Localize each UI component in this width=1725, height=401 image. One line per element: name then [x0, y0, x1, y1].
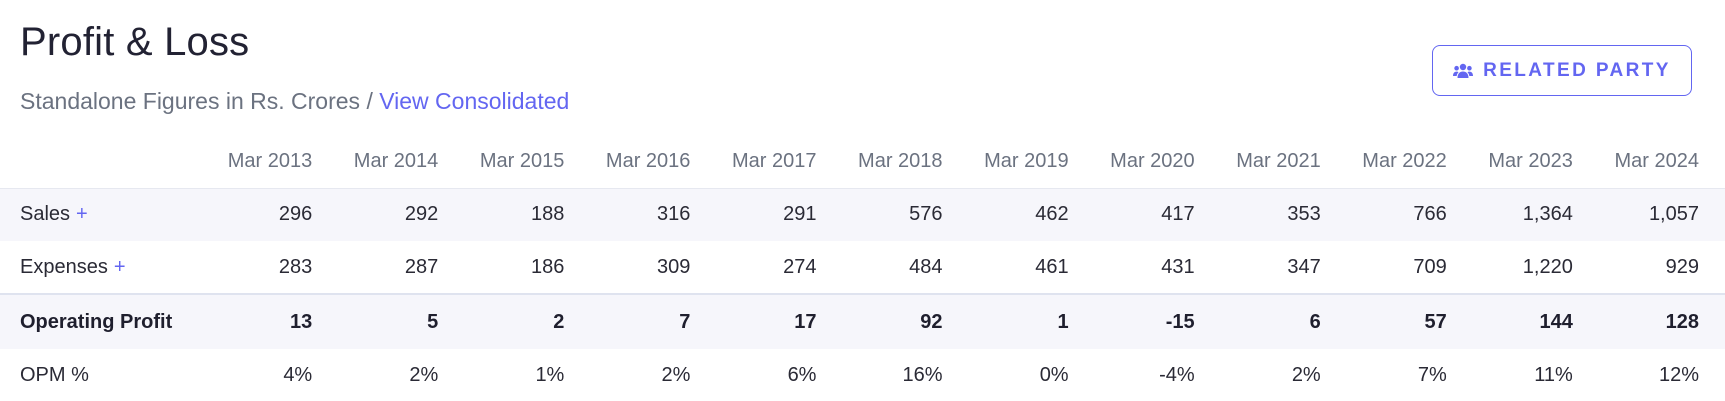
column-header: Mar 2014	[353, 150, 439, 173]
table-cell: 1,220	[1522, 255, 1573, 278]
table-cell: 1	[968, 293, 1095, 349]
table-cell: 128	[1598, 293, 1725, 349]
table-cell: 7%	[1417, 364, 1447, 386]
table-cell: 461	[1035, 255, 1069, 278]
related-party-label: RELATED PARTY	[1483, 59, 1671, 81]
table-cell: 929	[1665, 255, 1699, 278]
column-header: Mar 2023	[1488, 150, 1573, 173]
row-label: Sales	[20, 203, 71, 226]
column-header: Mar 2018	[858, 150, 943, 173]
row-label-cell: Expenses +	[0, 241, 212, 294]
table-cell: 12%	[1658, 364, 1699, 386]
table-cell: 188	[464, 187, 591, 241]
users-icon	[1453, 63, 1474, 78]
table-cell: 709	[1413, 255, 1447, 278]
column-header: Mar 2019	[984, 150, 1069, 173]
column-header: Mar 2016	[605, 150, 691, 173]
table-cell: 4%	[283, 364, 313, 386]
related-party-button[interactable]: RELATED PARTY	[1432, 45, 1692, 96]
table-cell: 316	[590, 187, 717, 241]
header-blank-cell	[0, 136, 212, 188]
subtitle: Standalone Figures in Rs. Crores / View …	[20, 88, 569, 115]
table-row-expenses: Expenses + 283 287 186 309 274 484 461 43…	[0, 241, 1725, 294]
table-cell: 5	[338, 293, 465, 349]
column-header: Mar 2022	[1362, 150, 1447, 173]
table-cell: 2%	[409, 364, 439, 386]
table-cell: 2	[464, 293, 591, 349]
table-cell: 1,057	[1598, 187, 1725, 241]
table-cell: 576	[842, 187, 969, 241]
table-cell: -15	[1094, 293, 1221, 349]
column-header: Mar 2021	[1236, 150, 1321, 173]
table-cell: 6	[1220, 293, 1347, 349]
view-consolidated-link[interactable]: View Consolidated	[379, 88, 570, 114]
table-cell: 484	[909, 255, 943, 278]
column-header: Mar 2024	[1614, 150, 1700, 173]
table-cell: 462	[968, 187, 1095, 241]
row-label-cell: Operating Profit	[0, 293, 213, 349]
table-cell: 292	[338, 187, 465, 241]
table-cell: 417	[1094, 187, 1221, 241]
row-label-cell: OPM %	[0, 349, 212, 401]
table-cell: 296	[212, 187, 339, 241]
table-cell: 11%	[1534, 364, 1573, 386]
table-cell: 766	[1346, 187, 1473, 241]
table-cell: -4%	[1159, 364, 1195, 386]
table-cell: 186	[530, 255, 565, 278]
table-row-opm: OPM % 4% 2% 1% 2% 6% 16% 0% -4% 2% 7% 11…	[0, 349, 1725, 401]
row-label: Operating Profit	[20, 310, 173, 333]
row-label-cell: Sales +	[0, 187, 213, 241]
table-cell: 6%	[787, 364, 817, 386]
table-header-row: Mar 2013 Mar 2014 Mar 2015 Mar 2016 Mar …	[0, 136, 1725, 188]
table-cell: 347	[1287, 255, 1321, 278]
subtitle-separator: /	[366, 88, 373, 114]
table-cell: 92	[842, 293, 969, 349]
row-label: OPM %	[20, 364, 89, 386]
column-header: Mar 2013	[227, 150, 313, 173]
table-cell: 13	[212, 293, 339, 349]
table-cell: 353	[1220, 187, 1347, 241]
table-cell: 2%	[1291, 364, 1321, 386]
table-cell: 291	[716, 187, 843, 241]
table-cell: 283	[278, 255, 313, 278]
expand-sales-button[interactable]: +	[76, 203, 88, 226]
table-cell: 16%	[902, 364, 943, 386]
table-cell: 287	[404, 255, 439, 278]
page-title: Profit & Loss	[20, 20, 250, 64]
row-label: Expenses	[20, 255, 108, 278]
table-cell: 7	[590, 293, 717, 349]
table-cell: 17	[716, 293, 843, 349]
table-cell: 1%	[535, 364, 565, 386]
column-header: Mar 2020	[1110, 150, 1195, 173]
section-header: Profit & Loss Standalone Figures in Rs. …	[0, 0, 1725, 136]
profit-loss-table: Mar 2013 Mar 2014 Mar 2015 Mar 2016 Mar …	[0, 136, 1725, 401]
table-cell: 274	[783, 255, 817, 278]
column-header: Mar 2015	[479, 150, 565, 173]
table-row-sales: Sales + 296 292 188 316 291 576 462 417 3…	[0, 187, 1725, 241]
expand-expenses-button[interactable]: +	[113, 255, 126, 278]
table-row-operating-profit: Operating Profit 13 5 2 7 17 92 1 -15 6 …	[0, 293, 1725, 349]
table-cell: 431	[1161, 255, 1195, 278]
table-cell: 2%	[661, 364, 691, 386]
table-cell: 144	[1472, 293, 1599, 349]
subtitle-text: Standalone Figures in Rs. Crores	[20, 88, 361, 114]
table-cell: 0%	[1039, 364, 1069, 386]
table-cell: 57	[1346, 293, 1473, 349]
table-cell: 1,364	[1472, 187, 1599, 241]
table-cell: 309	[657, 255, 691, 278]
column-header: Mar 2017	[731, 150, 817, 173]
